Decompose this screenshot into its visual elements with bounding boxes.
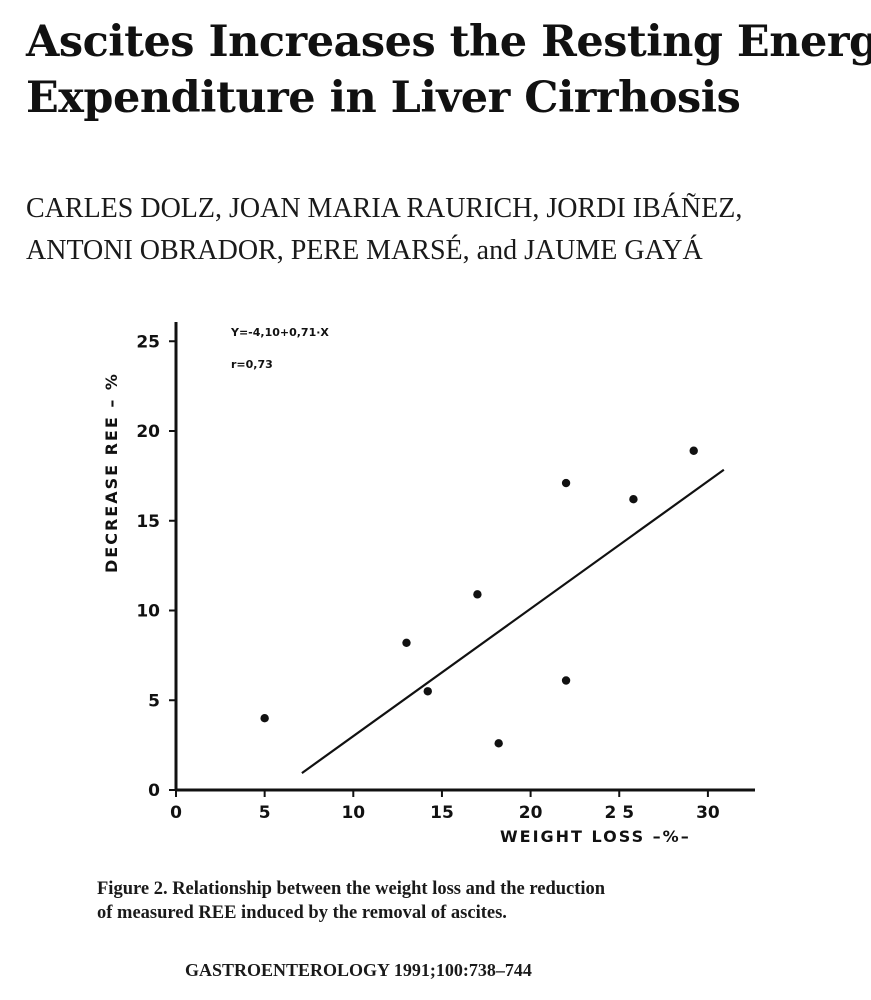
x-tick-label-5: 2 5 [604, 803, 634, 823]
y-tick-label-3: 15 [136, 512, 160, 532]
x-tick-label-2: 10 [341, 803, 365, 823]
y-tick-label-1: 5 [148, 691, 160, 711]
x-tick-label-0: 0 [170, 803, 182, 823]
paper-title-line-1: Ascites Increases the Resting Energy [26, 17, 871, 67]
figure-2: 0 5 10 15 20 2 5 30 0 5 10 15 20 25 Y=-4,10+0,71·X r… [0, 300, 871, 870]
y-tick-label-2: 10 [136, 602, 160, 622]
data-point-2 [423, 687, 432, 696]
correlation-coefficient: r=0,73 [231, 358, 273, 371]
x-tick-label-4: 20 [519, 803, 543, 823]
data-point-3 [473, 590, 482, 599]
y-tick-label-5: 25 [136, 332, 160, 352]
y-tick-label-0: 0 [148, 781, 160, 801]
x-tick-label-3: 15 [430, 803, 454, 823]
chart-axes [174, 322, 755, 792]
y-axis-label: DECREASE REE – % [102, 372, 121, 573]
data-point-7 [629, 495, 638, 504]
author-list: CARLES DOLZ, JOAN MARIA RAURICH, JORDI I… [26, 188, 866, 272]
author-line-1: CARLES DOLZ, JOAN MARIA RAURICH, JORDI I… [26, 193, 743, 224]
x-axis-label: WEIGHT LOSS –%– [500, 827, 691, 846]
data-point-1 [402, 638, 411, 648]
regression-equation: Y=-4,10+0,71·X [230, 326, 329, 339]
chart-marks [260, 446, 725, 775]
data-point-8 [689, 446, 698, 455]
figure-caption: Figure 2. Relationship between the weigh… [97, 877, 797, 925]
data-point-5 [561, 478, 571, 488]
y-tick-label-4: 20 [136, 422, 160, 442]
data-point-0 [260, 714, 269, 723]
caption-line-2: of measured REE induced by the removal o… [97, 903, 507, 923]
author-line-2: ANTONI OBRADOR, PERE MARSÉ, and JAUME GA… [26, 235, 703, 266]
x-tick-label-1: 5 [259, 803, 271, 823]
paper-title: Ascites Increases the Resting Energy Exp… [26, 14, 871, 126]
x-tick-label-6: 30 [696, 803, 720, 823]
journal-citation: GASTROENTEROLOGY 1991;100:738–744 [185, 960, 532, 980]
caption-line-1: Figure 2. Relationship between the weigh… [97, 879, 606, 899]
paper-title-line-2: Expenditure in Liver Cirrhosis [26, 73, 741, 123]
regression-line [301, 468, 725, 775]
data-point-4 [494, 739, 503, 748]
data-point-6 [561, 676, 571, 685]
